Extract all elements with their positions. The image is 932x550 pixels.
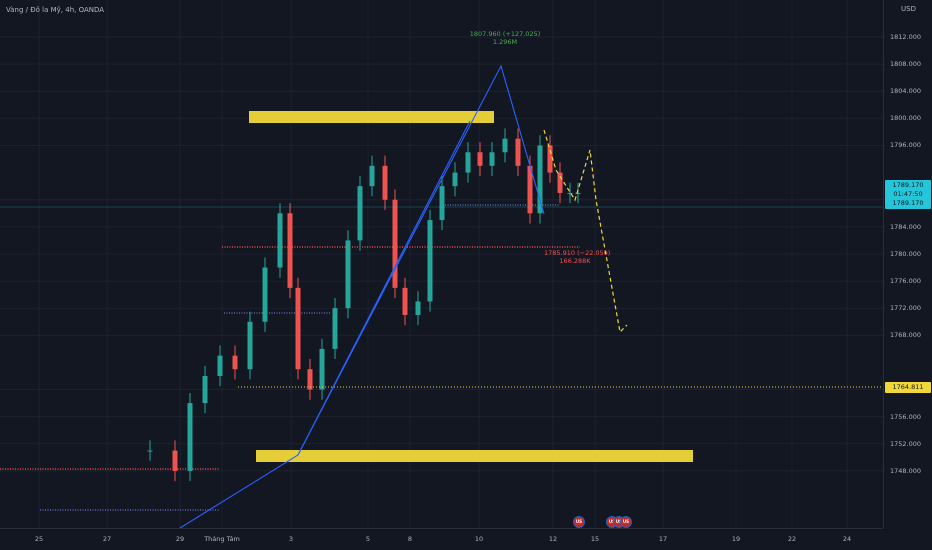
time-tick-label: 3 bbox=[288, 535, 294, 543]
candle-body bbox=[515, 138, 521, 166]
candle-body bbox=[295, 287, 301, 370]
candle-body bbox=[452, 172, 458, 187]
price-tick-label: 1768.000 bbox=[890, 331, 922, 340]
candle-body bbox=[415, 301, 421, 315]
candle-body bbox=[402, 287, 408, 315]
candle-body bbox=[382, 165, 388, 200]
grid-lines bbox=[0, 0, 883, 528]
current-price-value: 1789.170 bbox=[892, 181, 924, 189]
time-tick-label: 29 bbox=[175, 535, 185, 543]
symbol-title[interactable]: Vàng / Đô la Mỹ, 4h, OANDA bbox=[6, 6, 105, 14]
price-tick-label: 1808.000 bbox=[890, 60, 922, 69]
price-tick-label: 1756.000 bbox=[890, 412, 922, 421]
high-annotation: 1807.960 (+127.025) 1.296M bbox=[465, 30, 545, 46]
chart-canvas[interactable] bbox=[0, 0, 883, 528]
candle-body bbox=[439, 186, 445, 221]
price-tick-label: 1780.000 bbox=[890, 249, 922, 258]
us-flag-event-icon[interactable]: US bbox=[573, 516, 585, 528]
candle-body bbox=[202, 376, 208, 404]
candlestick-series bbox=[147, 128, 581, 482]
chart-area[interactable]: Vàng / Đô la Mỹ, 4h, OANDA 1807.960 (+12… bbox=[0, 0, 883, 528]
price-tick-label: 1752.000 bbox=[890, 439, 922, 448]
support-zone[interactable] bbox=[256, 450, 693, 462]
price-tick-label: 1804.000 bbox=[890, 87, 922, 96]
price-tick-label: 1772.000 bbox=[890, 304, 922, 313]
level-price-tag: 1764.811 bbox=[885, 382, 931, 393]
price-tick-label: 1776.000 bbox=[890, 277, 922, 286]
candle-body bbox=[567, 192, 573, 194]
event-label: US bbox=[622, 519, 630, 524]
price-tick-label: 1748.000 bbox=[890, 466, 922, 475]
time-tick-label: 19 bbox=[731, 535, 741, 543]
projection-path[interactable] bbox=[543, 129, 628, 334]
time-tick-label: 17 bbox=[658, 535, 668, 543]
current-price-tag: 1789.170 01:47:50 1789.170 bbox=[885, 180, 931, 209]
time-tick-label: 25 bbox=[34, 535, 44, 543]
candle-body bbox=[369, 165, 375, 187]
currency-label: USD bbox=[901, 5, 916, 13]
resistance-zone[interactable] bbox=[249, 111, 494, 123]
candle-body bbox=[187, 403, 193, 471]
candle-body bbox=[557, 172, 563, 193]
candle-body bbox=[287, 213, 293, 288]
trend-triangle[interactable] bbox=[179, 64, 545, 528]
time-tick-label: Tháng Tám bbox=[204, 535, 240, 543]
candle-body bbox=[277, 213, 283, 268]
time-tick-label: 12 bbox=[548, 535, 558, 543]
price-tick-label: 1784.000 bbox=[890, 222, 922, 231]
time-tick-label: 22 bbox=[787, 535, 797, 543]
high-volume-label: 1.296M bbox=[492, 38, 518, 46]
trendline-inner[interactable] bbox=[297, 120, 471, 456]
candle-body bbox=[262, 267, 268, 322]
candle-body bbox=[427, 220, 433, 302]
candle-body bbox=[527, 165, 533, 214]
candle-body bbox=[332, 308, 338, 349]
time-tick-label: 5 bbox=[365, 535, 371, 543]
candle-body bbox=[147, 450, 153, 452]
us-flag-event-icon[interactable]: US bbox=[620, 516, 632, 528]
candle-body bbox=[547, 145, 553, 173]
time-tick-label: 24 bbox=[842, 535, 852, 543]
candle-body bbox=[392, 199, 398, 288]
price-tick-label: 1812.000 bbox=[890, 33, 922, 41]
time-axis[interactable]: 25 27 29 Tháng Tám 3 5 8 10 12 15 17 19 22 24 bbox=[0, 528, 883, 550]
event-label: US bbox=[575, 519, 583, 524]
candle-body bbox=[502, 138, 508, 153]
price-tick-label: 1796.000 bbox=[890, 141, 922, 150]
bar-countdown: 01:47:50 bbox=[893, 190, 923, 198]
candle-body bbox=[247, 321, 253, 370]
low-volume-label: 166.288K bbox=[559, 257, 591, 265]
time-tick-label: 15 bbox=[590, 535, 600, 543]
time-tick-label: 10 bbox=[474, 535, 484, 543]
candle-body bbox=[575, 192, 581, 194]
event-label: US bbox=[608, 519, 616, 524]
time-tick-label: 27 bbox=[102, 535, 112, 543]
candle-body bbox=[232, 355, 238, 370]
low-price-label: 1785.910 (−22.050) bbox=[544, 249, 611, 257]
candle-body bbox=[465, 152, 471, 173]
event-label: US bbox=[615, 519, 623, 524]
candle-body bbox=[537, 145, 543, 214]
candle-body bbox=[172, 450, 178, 471]
high-price-label: 1807.960 (+127.025) bbox=[469, 30, 541, 38]
candle-body bbox=[319, 348, 325, 390]
candle-body bbox=[477, 152, 483, 166]
current-price-value-repeat: 1789.170 bbox=[892, 199, 924, 207]
volume-profile-dots bbox=[0, 204, 580, 511]
candle-body bbox=[345, 240, 351, 309]
candle-body bbox=[307, 369, 313, 390]
time-tick-label: 8 bbox=[407, 535, 413, 543]
price-tick-label: 1800.000 bbox=[890, 114, 922, 123]
low-annotation: 1785.910 (−22.050) 166.288K bbox=[544, 249, 611, 265]
candle-body bbox=[217, 355, 223, 376]
candle-body bbox=[489, 152, 495, 166]
price-axis[interactable]: USD 1812.000 1808.000 1804.000 1800.000 1796… bbox=[883, 0, 932, 528]
candle-body bbox=[357, 186, 363, 241]
